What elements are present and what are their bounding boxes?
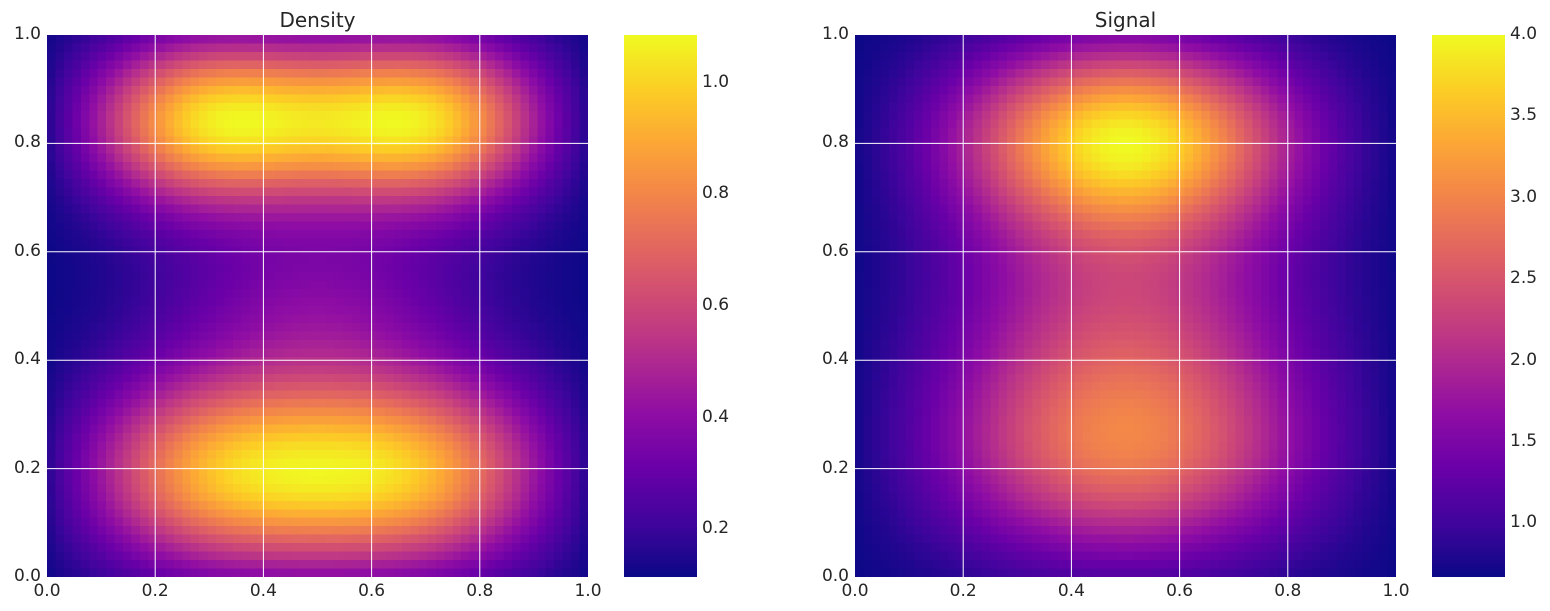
y-tick-label: 0.0	[13, 566, 41, 586]
x-tick-label: 0.4	[249, 581, 277, 601]
y-tick-label: 0.8	[13, 132, 41, 153]
colorbar-tick-label: 2.5	[1510, 268, 1538, 289]
colorbar-tick-label: 0.6	[702, 295, 730, 315]
x-tick-label: 1.0	[574, 581, 602, 601]
signal-heatmap	[855, 35, 1396, 577]
density-colorbar	[624, 35, 697, 577]
x-tick-label: 0.4	[1057, 581, 1085, 601]
x-tick-label: 0.6	[1166, 581, 1194, 601]
y-tick-label: 0.8	[821, 132, 849, 153]
colorbar-tick-label: 4.0	[1510, 24, 1538, 44]
y-tick-label: 0.0	[821, 566, 849, 586]
colorbar-tick-label: 0.8	[702, 183, 730, 204]
y-tick-label: 0.4	[13, 349, 41, 370]
signal-colorbar	[1432, 35, 1505, 577]
colorbar-tick-label: 1.5	[1510, 430, 1538, 451]
y-tick-label: 0.4	[821, 349, 849, 370]
density-heatmap	[47, 35, 588, 577]
x-tick-label: 0.2	[949, 581, 977, 601]
colorbar-tick-label: 2.0	[1510, 349, 1538, 370]
x-tick-label: 0.8	[466, 581, 494, 601]
y-tick-label: 1.0	[13, 24, 41, 44]
x-tick-label: 0.8	[1274, 581, 1302, 601]
colorbar-tick-label: 3.0	[1510, 186, 1538, 207]
colorbar-tick-label: 0.2	[702, 518, 730, 539]
colorbar-tick-label: 3.5	[1510, 105, 1538, 126]
colorbar-tick-label: 0.4	[702, 406, 730, 427]
y-tick-label: 0.2	[821, 457, 849, 478]
x-tick-label: 0.2	[141, 581, 169, 601]
density-title: Density	[279, 8, 356, 32]
y-tick-label: 0.2	[13, 457, 41, 478]
x-tick-label: 0.6	[358, 581, 386, 601]
x-tick-label: 1.0	[1382, 581, 1410, 601]
x-tick-label: 0.0	[33, 581, 61, 601]
y-tick-label: 1.0	[821, 24, 849, 44]
signal-title: Signal	[1094, 8, 1157, 32]
colorbar-tick-label: 1.0	[1510, 512, 1538, 533]
colorbar-tick-label: 1.0	[702, 71, 730, 92]
x-tick-label: 0.0	[841, 581, 869, 601]
y-tick-label: 0.6	[821, 240, 849, 261]
y-tick-label: 0.6	[13, 240, 41, 261]
